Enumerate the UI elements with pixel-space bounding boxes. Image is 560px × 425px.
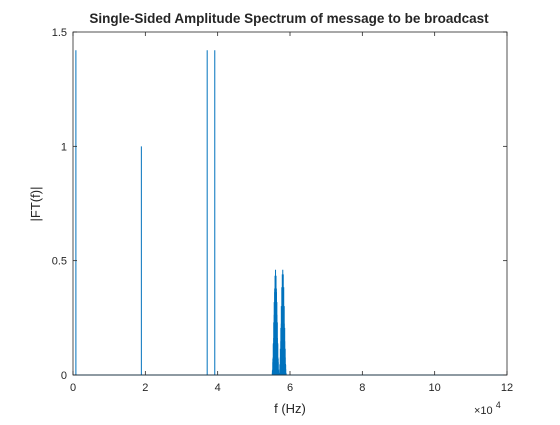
x-tick-label: 6 [287,382,293,394]
y-tick-label: 0 [61,370,67,382]
x-tick-label: 10 [429,382,441,394]
x-multiplier-base: ×10 [474,405,493,417]
y-axis-label: |FT(f)| [28,187,43,222]
x-tick-label: 8 [359,382,365,394]
y-tick-label: 0.5 [52,256,67,268]
x-tick-label: 0 [70,382,76,394]
x-multiplier-exponent: 4 [496,400,501,410]
x-axis-label: f (Hz) [274,401,306,416]
spectrum-sideband [278,269,287,375]
x-tick-label: 2 [142,382,148,394]
spectrum-sideband [271,269,280,375]
plot-area [73,32,507,375]
x-axis-multiplier: ×10 4 [474,400,501,417]
y-tick-label: 1.5 [52,27,67,39]
y-tick-label: 1 [61,141,67,153]
x-tick-label: 12 [501,382,513,394]
x-tick-label: 4 [215,382,221,394]
chart-title: Single-Sided Amplitude Spectrum of messa… [89,11,489,26]
